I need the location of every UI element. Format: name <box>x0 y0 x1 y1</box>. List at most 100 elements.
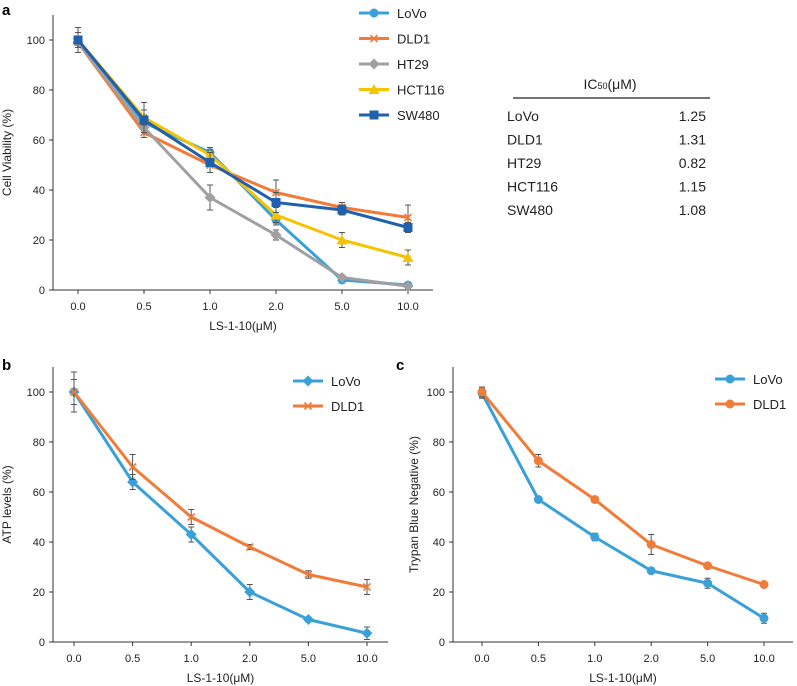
ic50-header-main: IC <box>583 76 597 92</box>
data-point <box>204 192 216 203</box>
y-tick-label: 60 <box>433 487 445 499</box>
legend: LoVo DLD1 <box>293 374 364 414</box>
x-tick-label: 2.0 <box>644 653 659 665</box>
ic50-row-name: HCT116 <box>507 179 558 195</box>
legend: LoVo DLD1 <box>715 372 786 412</box>
legend-marker <box>369 8 379 18</box>
x-axis-title: LS-1-10(μM) <box>589 671 657 685</box>
y-tick-label: 100 <box>427 387 445 399</box>
data-point <box>759 580 769 589</box>
legend-label: HT29 <box>397 57 429 72</box>
data-point <box>703 578 713 588</box>
x-tick-label: 0.5 <box>125 653 140 665</box>
chart-panel-c: 0 20 40 60 80 100 0.0 0.5 1.0 2.0 5.0 10.0 LS-1-10(μ… <box>407 367 793 685</box>
x-tick-label: 2.0 <box>242 653 257 665</box>
data-point <box>304 570 313 579</box>
data-point <box>302 614 314 625</box>
x-tick-label: 5.0 <box>334 301 349 313</box>
x-tick-label: 1.0 <box>184 653 199 665</box>
data-point <box>245 542 254 552</box>
legend-marker <box>369 110 379 120</box>
data-point <box>187 512 196 522</box>
data-point <box>73 35 83 45</box>
legend-marker <box>368 84 380 94</box>
y-axis-title: ATP levels (%) <box>0 465 14 543</box>
y-tick-label: 20 <box>33 235 45 247</box>
data-point <box>139 115 149 125</box>
data-point <box>403 223 413 232</box>
ic50-row-name: LoVo <box>507 108 539 124</box>
data-point <box>759 613 769 623</box>
legend-label: HCT116 <box>397 83 444 98</box>
x-tick-label: 10.0 <box>356 653 377 665</box>
series-line <box>72 391 368 635</box>
series-dld1 <box>73 37 413 231</box>
series-line <box>480 392 765 620</box>
x-tick-label: 2.0 <box>268 301 283 313</box>
data-point <box>402 280 414 292</box>
series-sw480 <box>73 27 413 233</box>
data-point <box>590 495 600 504</box>
ic50-header: IC50(μM) <box>583 76 636 92</box>
legend-label: LoVo <box>753 372 783 387</box>
ic50-row-value: 1.31 <box>679 132 706 148</box>
x-tick-label: 5.0 <box>700 653 715 665</box>
y-axis-title: Trypan Blue Negative (%) <box>407 436 421 573</box>
legend-label: LoVo <box>397 6 427 21</box>
y-tick-label: 80 <box>433 437 445 449</box>
y-tick-label: 0 <box>439 637 445 649</box>
panel-letter-b: b <box>2 357 11 374</box>
y-tick-label: 0 <box>39 285 45 297</box>
y-tick-label: 80 <box>33 85 45 97</box>
data-point <box>590 532 600 542</box>
x-tick-label: 5.0 <box>301 653 316 665</box>
series-line <box>76 41 409 288</box>
y-tick-label: 0 <box>39 637 45 649</box>
data-point <box>205 158 215 167</box>
data-point <box>128 462 137 472</box>
y-tick-label: 20 <box>33 587 45 599</box>
ic50-row-value: 1.25 <box>679 108 706 124</box>
series-dld1 <box>477 386 769 589</box>
y-tick-label: 80 <box>33 437 45 449</box>
chart-panel-a: 0 20 40 60 80 100 0.0 0.5 1.0 2.0 5.0 10.0 LS-1-10(μ… <box>0 6 444 333</box>
legend-label: SW480 <box>397 108 440 123</box>
legend-label: DLD1 <box>397 32 430 47</box>
y-tick-label: 40 <box>33 537 45 549</box>
y-tick-label: 60 <box>33 135 45 147</box>
data-point <box>336 272 348 283</box>
series-line <box>72 391 368 589</box>
x-tick-label: 10.0 <box>753 653 774 665</box>
data-point <box>336 234 348 245</box>
data-point <box>403 213 413 222</box>
panel-letter-a: a <box>2 2 11 19</box>
ic50-row-value: 0.82 <box>679 155 706 171</box>
legend-marker <box>302 375 314 387</box>
series-lovo <box>477 387 769 624</box>
data-point <box>185 529 197 540</box>
x-tick-label: 1.0 <box>202 301 217 313</box>
data-point <box>362 582 372 592</box>
ic50-row-name: DLD1 <box>507 132 543 148</box>
panel-letter-c: c <box>396 357 404 374</box>
series-line <box>480 391 765 586</box>
x-tick-label: 0.0 <box>70 301 85 313</box>
series-line <box>76 41 409 219</box>
legend: LoVo DLD1 HT29 HCT116 SW480 <box>359 6 444 123</box>
y-tick-label: 100 <box>27 35 45 47</box>
data-point <box>361 627 373 639</box>
data-point <box>533 495 543 504</box>
series-hct116 <box>72 32 414 266</box>
series-lovo <box>73 32 413 290</box>
data-point <box>270 209 282 220</box>
data-point <box>244 586 256 598</box>
series-dld1 <box>69 379 372 595</box>
y-tick-label: 40 <box>33 185 45 197</box>
x-axis-title: LS-1-10(μM) <box>187 671 255 685</box>
ic50-table: IC50(μM) LoVo 1.25 DLD1 1.31 HT29 0.82 HCT116 1.… <box>507 76 710 218</box>
data-point <box>271 198 281 207</box>
legend-marker <box>369 34 379 43</box>
data-point <box>533 456 543 466</box>
ic50-row-name: HT29 <box>507 155 541 171</box>
